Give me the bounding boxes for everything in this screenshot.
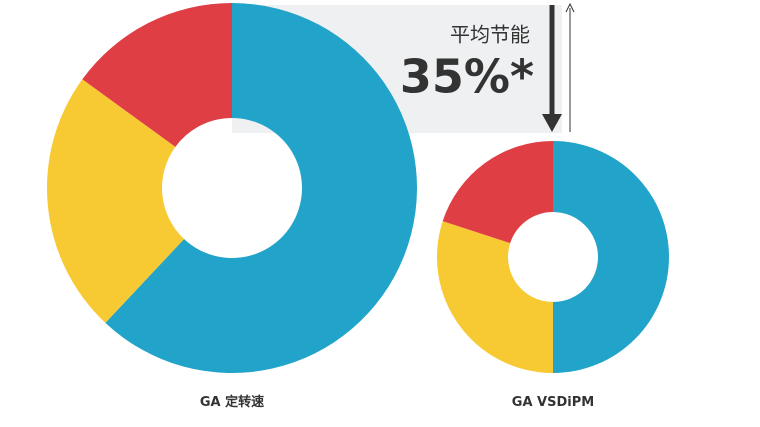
donut-slice <box>442 141 553 244</box>
donut-slice <box>82 3 233 147</box>
donut-slice <box>436 221 553 373</box>
donut-slice <box>46 79 185 323</box>
chart-label: GA VSDiPM <box>512 395 594 410</box>
donut-slice <box>553 141 669 373</box>
arrow-up-head <box>565 2 575 13</box>
callout-title: 平均节能 <box>450 23 530 47</box>
callout-value: 35%* <box>400 50 534 104</box>
donut-slice <box>105 3 417 373</box>
chart-label: GA 定转速 <box>200 394 264 410</box>
arrow-head <box>542 114 562 132</box>
